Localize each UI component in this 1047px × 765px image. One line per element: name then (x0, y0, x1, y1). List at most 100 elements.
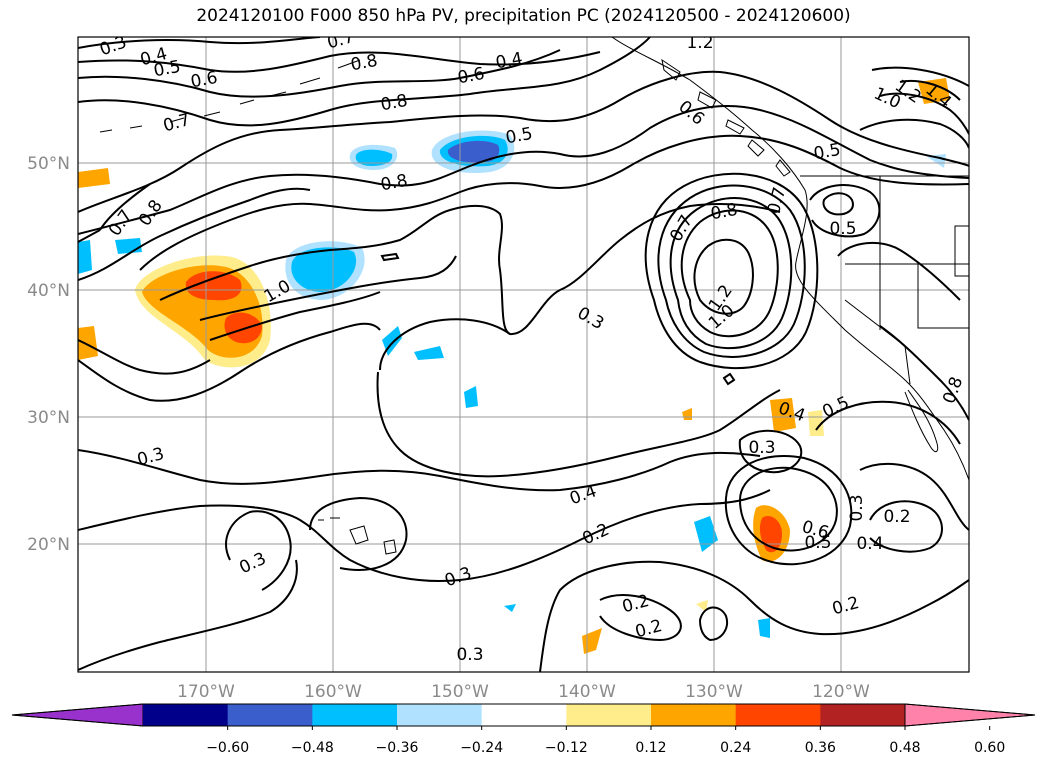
pv-contour (78, 37, 321, 49)
pv-contour (599, 594, 682, 642)
aleutian-islands (99, 59, 361, 133)
colorbar-bin (481, 704, 567, 726)
alaska-islands (661, 58, 791, 177)
contour-label: 0.8 (379, 91, 409, 115)
contour-label: 0.5 (829, 219, 856, 239)
pv-contour (669, 197, 793, 350)
pv-contours (78, 37, 969, 672)
pv-contour (539, 560, 969, 672)
pv-contour (815, 400, 961, 445)
contour-label: 0.5 (152, 57, 182, 81)
coastlines (99, 37, 969, 555)
colorbar-bin (651, 704, 737, 726)
pv-contour (78, 51, 601, 73)
baja-coastline (904, 389, 939, 453)
state-border (954, 225, 969, 277)
lon-label: 150°W (431, 682, 489, 702)
contour-label: 0.5 (504, 124, 534, 148)
contour-label: 0.8 (349, 51, 379, 75)
pv-contour (879, 92, 969, 135)
hawaii-islands (318, 517, 397, 555)
pv-contour (380, 252, 400, 262)
pv-contour (78, 105, 969, 235)
pv-contour (738, 429, 803, 474)
colorbar-high-extension (904, 703, 1036, 727)
contour-label: 0.3 (442, 563, 474, 591)
pv-contour (78, 559, 298, 671)
contour-label: 0.7 (105, 206, 137, 240)
pv-contour (376, 318, 781, 478)
state-border (917, 264, 969, 329)
precip-positive-area (759, 515, 782, 553)
precip-positive-area (185, 271, 242, 301)
lat-label: 30°N (27, 408, 70, 428)
colorbar-tick-label: 0.24 (720, 740, 751, 756)
colorbar-bin (143, 704, 229, 726)
precip-negative-area (694, 516, 718, 552)
pv-contour (698, 606, 728, 642)
lat-label: 40°N (27, 281, 70, 301)
colorbar (11, 703, 1036, 727)
contour-label: 0.2 (830, 593, 861, 619)
pv-contour (680, 209, 779, 338)
precip-negative-area (464, 386, 478, 408)
pv-contour (722, 372, 736, 386)
colorbar-low-extension (11, 703, 144, 727)
colorbar-tick-label: 0.48 (889, 740, 920, 756)
pv-contour (78, 339, 211, 375)
colorbar-tick-label: 0.36 (805, 740, 836, 756)
colorbar-bin (566, 704, 652, 726)
pv-contour (199, 255, 457, 321)
latitude-labels: 50°N 40°N 30°N 20°N (27, 154, 70, 555)
lon-label: 130°W (685, 682, 743, 702)
pv-contour (78, 322, 381, 402)
precip-negative-area (355, 149, 393, 166)
pv-contour (879, 325, 969, 421)
colorbar-tick-label: 0.12 (635, 740, 666, 756)
lon-label: 140°W (558, 682, 616, 702)
contour-label: 0.6 (456, 64, 486, 88)
graticule (78, 37, 969, 672)
lon-label: 120°W (812, 682, 870, 702)
map-title: 2024120100 F000 850 hPa PV, precipitatio… (196, 6, 851, 26)
contour-label: 0.5 (812, 140, 842, 164)
pv-contour (693, 238, 754, 315)
pv-contour (139, 134, 969, 271)
lon-label: 170°W (177, 682, 235, 702)
contour-label: 0.7 (325, 27, 356, 53)
pv-contour (78, 187, 311, 281)
contour-label: 0.3 (456, 645, 483, 665)
precip-positive-area (582, 628, 602, 654)
contour-label: 0.3 (847, 494, 867, 521)
contour-label: 0.3 (236, 549, 269, 579)
contour-label: 0.8 (379, 171, 409, 195)
colorbar-tick-label: −0.24 (460, 740, 503, 756)
colorbar-bin (820, 704, 906, 726)
contour-label: 1.2 (686, 33, 713, 53)
pv-contour (78, 449, 761, 492)
pv-contour (859, 118, 969, 149)
precipitation-shading (78, 78, 950, 654)
colorbar-tick-label: −0.60 (206, 740, 249, 756)
lat-label: 20°N (27, 535, 70, 555)
contour-label: 0.8 (709, 200, 739, 224)
north-america-coastline (611, 37, 969, 481)
precip-positive-area (224, 312, 262, 344)
pv-contour (78, 489, 771, 583)
contour-label: 0.3 (135, 444, 166, 470)
pv-contour (225, 510, 292, 591)
pv-contour (837, 241, 961, 301)
precip-negative-area (414, 346, 444, 360)
contour-label: 0.8 (135, 196, 167, 230)
precip-negative-area (291, 247, 357, 292)
pv-contour (869, 500, 943, 553)
pv-contour (78, 70, 969, 213)
colorbar-bin (312, 704, 398, 726)
contour-label: 0.8 (939, 374, 967, 406)
contour-label: 0.4 (856, 534, 883, 554)
precip-positive-area (682, 408, 692, 420)
colorbar-bin (227, 704, 313, 726)
contour-label: 0.7 (161, 110, 192, 136)
pv-contour (209, 291, 381, 341)
